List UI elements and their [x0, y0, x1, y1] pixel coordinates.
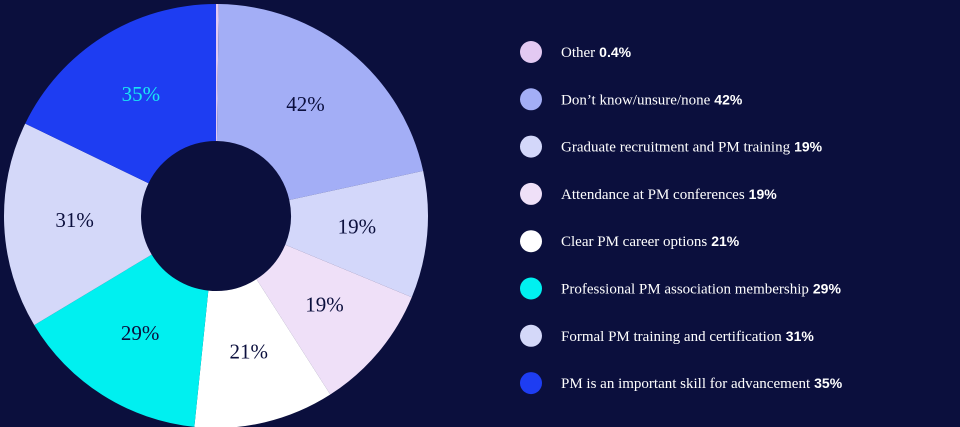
- legend-name: Formal PM training and certification: [561, 329, 782, 345]
- slice: [216, 4, 424, 201]
- legend-swatch: [520, 41, 542, 63]
- legend-swatch: [520, 230, 542, 253]
- legend-entry: PM is an important skill for advancement…: [561, 375, 843, 392]
- legend-entry: Professional PM association membership 2…: [561, 281, 841, 298]
- slice-label: 21%: [229, 339, 268, 363]
- slice: [194, 279, 331, 427]
- slice: [216, 4, 219, 142]
- slice-label: 35%: [122, 82, 161, 106]
- legend-name: PM is an important skill for advancement: [561, 376, 811, 392]
- slice: [285, 170, 428, 298]
- legend-value: 19%: [794, 139, 823, 155]
- legend-name: Professional PM association membership: [561, 282, 809, 298]
- legend-entry: Clear PM career options 21%: [561, 233, 740, 250]
- slice-label: 42%: [286, 92, 325, 116]
- legend-name: Don’t know/unsure/none: [561, 92, 711, 108]
- legend-value: 42%: [714, 91, 743, 107]
- legend-entry: Don’t know/unsure/none 42%: [561, 91, 743, 108]
- legend-swatch: [520, 372, 542, 395]
- legend-value: 35%: [814, 375, 843, 391]
- legend-entry: Formal PM training and certification 31%: [561, 328, 814, 345]
- legend-value: 31%: [786, 328, 815, 344]
- slice: [25, 4, 216, 184]
- slice-label: 19%: [338, 214, 377, 238]
- slice: [3, 123, 152, 326]
- legend-name: Graduate recruitment and PM training: [561, 140, 791, 156]
- legend-entry: Attendance at PM conferences 19%: [561, 186, 777, 203]
- legend-value: 0.4%: [599, 44, 631, 60]
- slice-label: 31%: [55, 208, 94, 232]
- slice: [256, 244, 412, 395]
- legend-swatch: [520, 88, 542, 111]
- legend-swatch: [520, 277, 542, 300]
- legend-entry: Graduate recruitment and PM training 19%: [561, 139, 823, 156]
- legend-swatch: [520, 324, 542, 347]
- legend-value: 21%: [711, 233, 740, 249]
- legend-value: 29%: [813, 281, 842, 297]
- legend-name: Other: [561, 45, 595, 61]
- slice: [34, 254, 209, 427]
- slice-label: 19%: [305, 293, 344, 317]
- legend-entry: Other 0.4%: [561, 44, 632, 61]
- slice-label: 29%: [121, 321, 160, 345]
- legend-value: 19%: [749, 186, 778, 202]
- legend-name: Clear PM career options: [561, 234, 707, 250]
- legend-swatch: [520, 182, 542, 205]
- legend-name: Attendance at PM conferences: [561, 187, 745, 203]
- legend-swatch: [520, 135, 542, 158]
